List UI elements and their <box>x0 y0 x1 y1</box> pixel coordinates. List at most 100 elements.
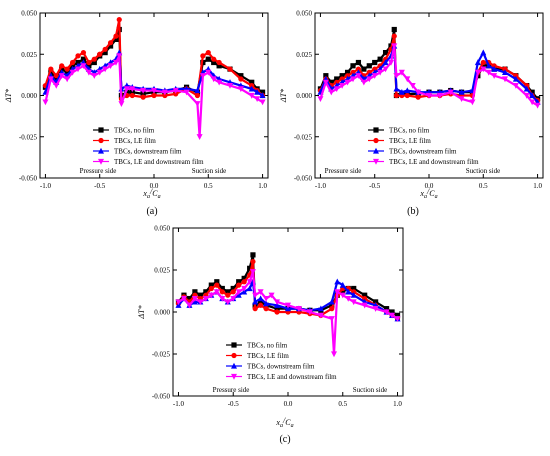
data-point <box>216 79 223 86</box>
data-point <box>197 299 204 306</box>
data-point <box>391 33 397 39</box>
y-tick-label: 0.000 <box>21 92 37 100</box>
data-point <box>372 59 378 66</box>
chart-panel: -0.050 -0.025 0.000 0.025 0.050 -1.0 -0.5 0.0 0.… <box>4 10 269 217</box>
data-point <box>191 295 198 302</box>
data-point <box>274 309 280 315</box>
data-point <box>246 279 253 285</box>
y-axis-label: ΔT* <box>4 89 13 103</box>
data-point <box>398 69 405 76</box>
y-tick-label: 0.025 <box>21 51 37 59</box>
data-point <box>317 305 324 312</box>
data-point <box>323 73 329 79</box>
data-point <box>42 99 49 106</box>
data-point <box>249 83 255 89</box>
y-tick-label: 0.050 <box>21 10 37 18</box>
data-point <box>69 59 76 66</box>
data-point <box>216 59 222 66</box>
data-point <box>259 89 266 95</box>
data-point <box>393 92 400 99</box>
data-point <box>238 73 244 79</box>
data-point <box>107 40 114 46</box>
legend-marker <box>98 137 104 144</box>
side-annotation: Suction side <box>353 386 387 394</box>
data-point <box>129 89 135 95</box>
data-point <box>436 92 443 99</box>
data-point <box>391 43 398 50</box>
data-point <box>205 69 212 76</box>
data-point <box>161 89 168 96</box>
data-point <box>334 278 341 285</box>
data-point <box>257 289 264 296</box>
side-annotation: Pressure side <box>213 386 250 394</box>
y-tick-label: 0.000 <box>296 92 312 100</box>
y-tick-label: 0.000 <box>154 309 170 317</box>
data-point <box>246 285 253 292</box>
side-annotation: Pressure side <box>325 167 362 175</box>
data-point <box>194 87 201 94</box>
data-point <box>458 89 465 95</box>
data-point <box>377 69 384 76</box>
data-point <box>317 96 324 102</box>
data-point <box>491 65 498 72</box>
y-tick-label: 0.025 <box>154 267 170 275</box>
data-point <box>274 306 280 312</box>
data-point <box>259 92 266 99</box>
data-point <box>75 53 81 59</box>
data-point <box>334 289 341 296</box>
data-point <box>344 79 351 86</box>
y-axis-label: ΔT* <box>137 305 146 319</box>
data-point <box>252 298 259 305</box>
data-point <box>250 252 256 258</box>
data-point <box>339 292 346 299</box>
data-point <box>214 279 220 285</box>
data-point <box>205 56 211 62</box>
data-point <box>118 101 125 107</box>
data-point <box>334 76 340 82</box>
data-point <box>382 50 389 56</box>
data-point <box>227 83 233 89</box>
data-point <box>205 50 211 56</box>
legend-marker <box>373 158 379 165</box>
data-point <box>53 83 60 89</box>
data-point <box>512 83 519 89</box>
data-point <box>172 87 179 94</box>
legend-marker <box>231 352 237 359</box>
data-point <box>263 306 269 312</box>
data-point <box>224 299 231 306</box>
data-point <box>361 66 367 72</box>
side-annotation: Suction side <box>192 167 226 175</box>
data-point <box>259 99 266 106</box>
data-point <box>213 289 220 296</box>
data-point <box>393 85 400 92</box>
data-point <box>345 295 352 302</box>
data-point <box>75 59 81 66</box>
legend: TBCs, no film TBCs, LE film TBCs, downstre… <box>226 342 337 381</box>
data-point <box>85 69 92 76</box>
data-point <box>230 295 237 302</box>
data-point <box>458 96 465 102</box>
legend-label: TBCs, LE and downstream film <box>247 373 337 381</box>
data-point <box>382 66 389 73</box>
data-point <box>249 79 255 85</box>
x-axis-label: xa/Ca <box>142 187 160 200</box>
data-point <box>151 92 157 99</box>
x-tick-label: 0.0 <box>284 400 293 408</box>
data-point <box>208 285 214 292</box>
data-point <box>355 66 362 72</box>
data-point <box>328 79 334 85</box>
data-point <box>383 306 390 312</box>
x-tick-label: -0.5 <box>94 182 106 190</box>
data-point <box>485 62 492 69</box>
data-point <box>355 73 362 79</box>
data-point <box>113 33 119 39</box>
legend-label: TBCs, LE film <box>114 137 156 145</box>
data-point <box>252 306 258 312</box>
y-tick-label: 0.025 <box>296 51 312 59</box>
y-tick-label: -0.050 <box>152 393 171 401</box>
data-point <box>102 46 108 52</box>
data-point <box>373 299 379 305</box>
chart-panel: -0.050 -0.025 0.000 0.025 0.050 -1.0 -0.5 0.0 0.… <box>137 225 404 445</box>
